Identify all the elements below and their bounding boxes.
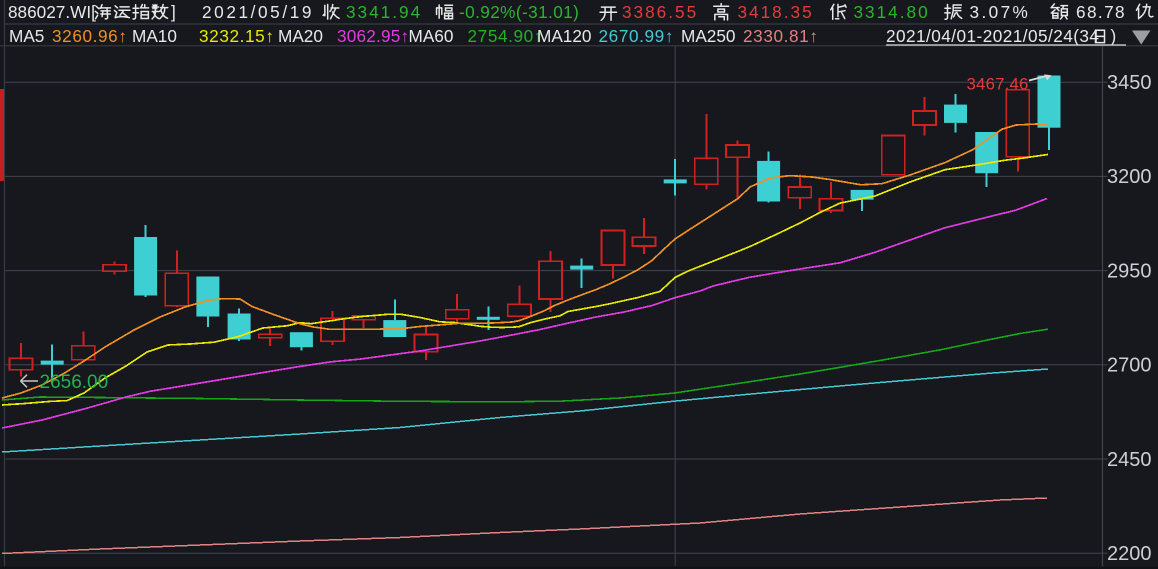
svg-text:MA250: MA250 [681,26,735,46]
svg-text:MA5: MA5 [9,26,44,46]
svg-text:886027.WI[: 886027.WI[ [8,2,96,22]
svg-text:2330.81↑: 2330.81↑ [743,26,819,46]
svg-text:3418.35: 3418.35 [738,2,814,22]
svg-text:3467.46: 3467.46 [967,75,1029,94]
svg-text:3260.96↑: 3260.96↑ [52,26,128,46]
svg-text:MA10: MA10 [132,26,177,46]
svg-text:2200: 2200 [1107,543,1152,565]
svg-text:3450: 3450 [1107,72,1152,94]
svg-text:3.07%: 3.07% [970,2,1031,22]
svg-text:3341.94: 3341.94 [346,2,422,22]
svg-text:2700: 2700 [1107,355,1152,377]
svg-text:-0.92%(-31.01): -0.92%(-31.01) [459,2,579,22]
svg-text:2021/05/19: 2021/05/19 [202,2,314,22]
svg-text:68.78: 68.78 [1076,2,1126,22]
svg-text:3232.15↑: 3232.15↑ [199,26,275,46]
svg-text:3200: 3200 [1107,166,1152,188]
svg-text:2670.99↑: 2670.99↑ [599,26,675,46]
svg-text:MA20: MA20 [278,26,323,46]
svg-text:2656.00: 2656.00 [40,372,109,393]
svg-text:2450: 2450 [1107,449,1152,471]
svg-text:2754.90↑: 2754.90↑ [468,26,544,46]
svg-text:MA60: MA60 [409,26,454,46]
svg-text:]: ] [171,2,176,22]
svg-text:3386.55: 3386.55 [622,2,698,22]
svg-text:3062.95↑: 3062.95↑ [337,26,409,46]
svg-text:2021/04/01-2021/05/24(34: 2021/04/01-2021/05/24(34 [886,26,1099,46]
svg-text:2950: 2950 [1107,260,1152,282]
svg-text:3314.80: 3314.80 [854,2,930,22]
svg-text:MA120: MA120 [537,26,591,46]
svg-text:): ) [1111,26,1117,46]
